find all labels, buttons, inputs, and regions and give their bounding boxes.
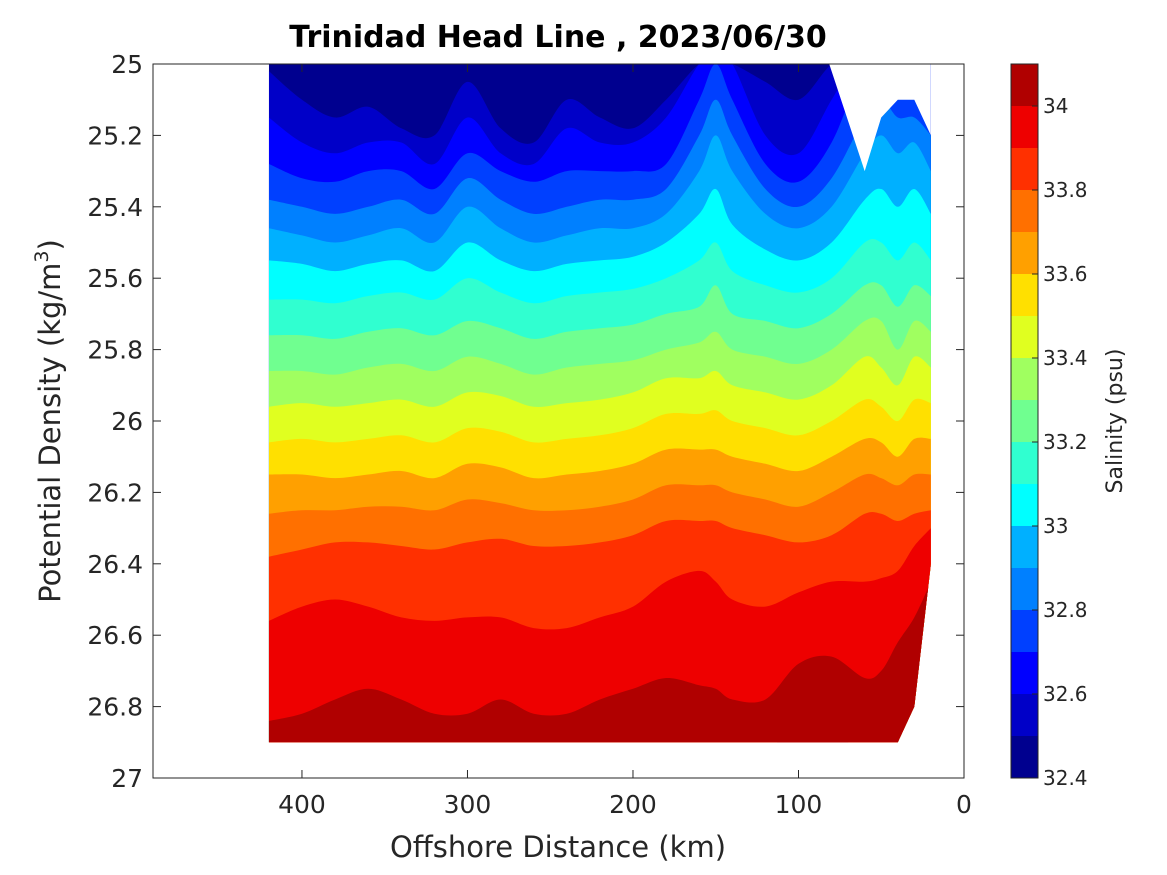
y-tick-label: 25 <box>111 50 143 79</box>
colorbar-swatch <box>1011 274 1038 316</box>
colorbar-tick-label: 33.6 <box>1043 262 1088 286</box>
x-tick-label: 0 <box>956 790 972 819</box>
colorbar-ticks: 32.4 32.6 32.8 33 33.2 33.4 33.6 33.8 34 <box>1032 94 1088 790</box>
y-tick-label: 26.6 <box>87 621 143 650</box>
x-axis: 400 300 200 100 0 <box>278 64 972 819</box>
colorbar-swatch <box>1011 64 1038 106</box>
colorbar-swatch <box>1011 736 1038 778</box>
colorbar-swatch <box>1011 358 1038 400</box>
colorbar-swatch <box>1011 652 1038 694</box>
colorbar-swatch <box>1011 526 1038 568</box>
x-axis-label: Offshore Distance (km) <box>390 830 726 864</box>
x-tick-label: 400 <box>278 790 326 819</box>
colorbar-swatch <box>1011 610 1038 652</box>
y-tick-label: 27 <box>111 764 143 793</box>
y-axis: 25 25.2 25.4 25.6 25.8 26 26.2 26.4 26.6 26.8 27 <box>87 50 964 793</box>
colorbar-swatch <box>1011 316 1038 358</box>
colorbar-tick-label: 32.6 <box>1043 682 1088 706</box>
contour-fill-layer <box>268 64 931 743</box>
colorbar-frame <box>1010 63 1039 779</box>
colorbar-tick-label: 33 <box>1043 514 1068 538</box>
y-tick-label: 26.4 <box>87 550 143 579</box>
colorbar-swatch <box>1011 442 1038 484</box>
colorbar-tick-label: 33.4 <box>1043 346 1088 370</box>
colorbar-swatch <box>1011 484 1038 526</box>
chart-title: Trinidad Head Line , 2023/06/30 <box>289 20 826 55</box>
colorbar-swatch <box>1011 190 1038 232</box>
colorbar-swatch <box>1011 568 1038 610</box>
colorbar-swatch <box>1011 232 1038 274</box>
y-tick-label: 25.4 <box>87 193 143 222</box>
y-tick-label: 25.2 <box>87 121 143 150</box>
colorbar-swatch <box>1011 400 1038 442</box>
colorbar-swatch <box>1011 148 1038 190</box>
y-axis-label-superscript: 3 <box>31 250 53 262</box>
colorbar-swatch <box>1011 106 1038 148</box>
no-data-region <box>823 64 931 172</box>
colorbar-tick-label: 33.8 <box>1043 178 1088 202</box>
contour-bands <box>268 64 931 743</box>
y-tick-label: 26 <box>111 407 143 436</box>
colorbar-label: Salinity (psu) <box>1103 349 1128 494</box>
colorbar <box>1011 64 1038 778</box>
y-tick-label: 25.6 <box>87 264 143 293</box>
colorbar-tick-label: 32.8 <box>1043 598 1088 622</box>
y-axis-label-main: Potential Density (kg/m <box>33 263 67 603</box>
x-tick-label: 300 <box>444 790 492 819</box>
colorbar-tick-label: 32.4 <box>1043 766 1088 790</box>
colorbar-swatch <box>1011 694 1038 736</box>
y-axis-label-close: ) <box>33 239 67 250</box>
y-axis-label: Potential Density (kg/m3) <box>31 239 67 603</box>
colorbar-tick-label: 33.2 <box>1043 430 1088 454</box>
contour-band-34 <box>268 581 931 743</box>
x-tick-label: 100 <box>775 790 823 819</box>
colorbar-tick-label: 34 <box>1043 94 1068 118</box>
y-tick-label: 25.8 <box>87 336 143 365</box>
y-tick-label: 26.2 <box>87 478 143 507</box>
y-tick-label: 26.8 <box>87 693 143 722</box>
x-tick-label: 200 <box>609 790 657 819</box>
